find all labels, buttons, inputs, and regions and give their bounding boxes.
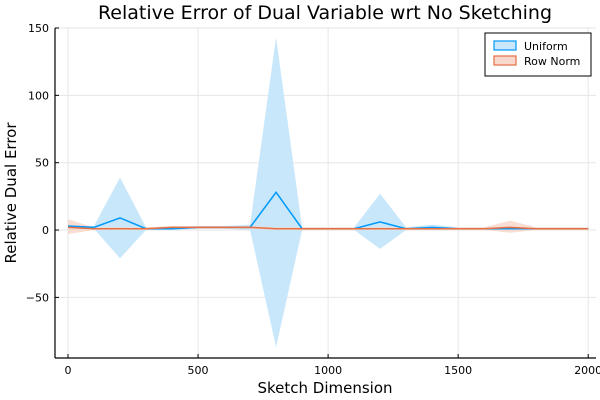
y-axis-ticks: −50 0 50 100 150 bbox=[26, 22, 59, 304]
series-lines bbox=[67, 191, 589, 230]
x-axis-ticks: 0 500 1000 1500 2000 bbox=[65, 354, 600, 377]
legend: Uniform Row Norm bbox=[484, 32, 592, 77]
y-tick-label: 50 bbox=[35, 157, 49, 170]
x-tick-label: 1000 bbox=[314, 364, 342, 377]
axes bbox=[54, 28, 596, 359]
legend-box bbox=[484, 32, 592, 77]
legend-label-row-norm: Row Norm bbox=[524, 55, 580, 68]
y-tick-label: 150 bbox=[28, 22, 49, 35]
y-axis-title: Relative Dual Error bbox=[2, 122, 20, 264]
y-tick-label: −50 bbox=[26, 291, 49, 304]
x-tick-label: 0 bbox=[65, 364, 72, 377]
x-tick-label: 500 bbox=[188, 364, 209, 377]
x-axis-title: Sketch Dimension bbox=[257, 379, 392, 397]
chart-title: Relative Error of Dual Variable wrt No S… bbox=[98, 2, 552, 24]
y-tick-label: 100 bbox=[28, 89, 49, 102]
legend-swatch-row-norm bbox=[493, 55, 517, 66]
legend-label-uniform: Uniform bbox=[524, 40, 568, 53]
y-tick-label: 0 bbox=[42, 224, 49, 237]
line-row-norm bbox=[67, 226, 589, 230]
x-tick-label: 2000 bbox=[574, 364, 600, 377]
legend-swatch-uniform bbox=[493, 40, 517, 51]
x-tick-label: 1500 bbox=[444, 364, 472, 377]
